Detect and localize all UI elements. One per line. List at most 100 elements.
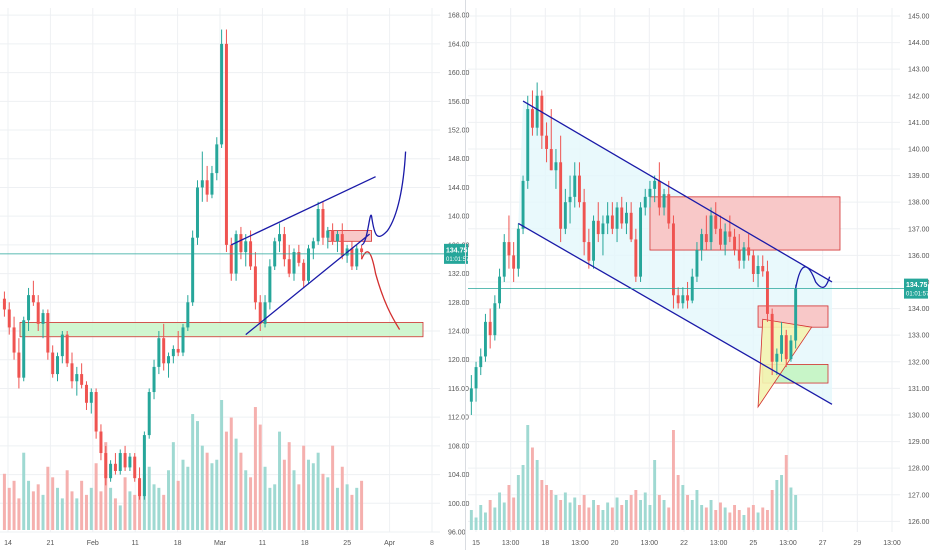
candle-body bbox=[12, 327, 16, 353]
candle-body bbox=[65, 334, 69, 364]
candle-body bbox=[596, 220, 600, 235]
volume-bar bbox=[512, 497, 516, 530]
volume-bar bbox=[488, 500, 492, 530]
candle-body bbox=[253, 266, 257, 303]
y-tick-label: 127.00 bbox=[908, 492, 930, 499]
candle-body bbox=[167, 356, 171, 364]
y-tick-label: 130.00 bbox=[908, 412, 930, 419]
volume-bar bbox=[331, 445, 335, 530]
volume-bar bbox=[596, 505, 600, 530]
candle-body bbox=[714, 215, 718, 229]
candle-body bbox=[606, 215, 610, 224]
candle-body bbox=[507, 242, 511, 256]
volume-bar bbox=[113, 498, 117, 530]
candle-body bbox=[70, 363, 74, 382]
volume-bar bbox=[41, 494, 45, 530]
volume-bar bbox=[56, 487, 60, 530]
candle-body bbox=[747, 247, 751, 256]
candle-body bbox=[577, 175, 581, 203]
volume-bar bbox=[167, 470, 171, 530]
y-tick-label: 160.00 bbox=[448, 70, 470, 77]
volume-bar bbox=[263, 466, 267, 530]
y-tick-label: 138.00 bbox=[908, 200, 930, 207]
volume-bar bbox=[479, 505, 483, 530]
candle-body bbox=[582, 202, 586, 243]
candle-body bbox=[756, 266, 760, 274]
candle-body bbox=[610, 215, 614, 229]
volume-bar bbox=[700, 505, 704, 530]
volume-bar bbox=[287, 442, 291, 530]
volume-bar bbox=[89, 487, 93, 530]
volume-bar bbox=[278, 431, 282, 530]
candle-body bbox=[31, 295, 35, 303]
x-tick-label: 25 bbox=[749, 540, 757, 547]
volume-bar bbox=[210, 463, 214, 530]
candle-body bbox=[751, 255, 755, 274]
y-tick-label: 140.00 bbox=[908, 146, 930, 153]
volume-bar bbox=[657, 495, 661, 530]
volume-bar bbox=[648, 505, 652, 530]
volume-bar bbox=[610, 507, 614, 530]
volume-bar bbox=[27, 480, 31, 530]
candle-body bbox=[709, 215, 713, 243]
volume-bar bbox=[507, 485, 511, 530]
left-zones bbox=[19, 230, 424, 338]
candle-body bbox=[657, 180, 661, 208]
volume-bar bbox=[306, 459, 310, 530]
last-price-label: 134.75 bbox=[446, 247, 468, 254]
candle-body bbox=[287, 259, 291, 274]
candle-body bbox=[36, 302, 40, 324]
volume-bar bbox=[123, 477, 127, 530]
candle-body bbox=[615, 207, 619, 229]
y-tick-label: 120.00 bbox=[448, 357, 470, 364]
y-tick-label: 133.00 bbox=[908, 333, 930, 340]
volume-bar bbox=[253, 407, 257, 530]
left-time-axis: 14 21 Feb 11 18 Mar 11 18 25 Apr 8 bbox=[4, 540, 434, 547]
right-zones bbox=[518, 101, 841, 409]
right-price-axis: 126.00 127.00 128.00 129.00 130.00 131.00 132.… bbox=[468, 13, 930, 526]
candle-body bbox=[162, 338, 166, 364]
candle-body bbox=[60, 334, 64, 357]
volume-bar bbox=[104, 442, 108, 530]
volume-bar bbox=[474, 517, 478, 530]
x-tick-label: 13:00 bbox=[883, 540, 901, 547]
volume-bar bbox=[220, 400, 224, 530]
candle-body bbox=[263, 302, 267, 324]
volume-bar bbox=[634, 490, 638, 530]
candle-body bbox=[521, 180, 525, 229]
volume-bar bbox=[157, 487, 161, 530]
candle-body bbox=[210, 173, 214, 195]
volume-bar bbox=[695, 490, 699, 530]
volume-bar bbox=[577, 505, 581, 530]
volume-bar bbox=[2, 473, 6, 530]
x-tick-label: Feb bbox=[87, 540, 99, 547]
candle-body bbox=[138, 478, 142, 497]
candle-body bbox=[99, 431, 103, 454]
volume-bar bbox=[12, 480, 16, 530]
candle-body bbox=[326, 230, 330, 238]
candle-body bbox=[123, 453, 127, 468]
volume-bar bbox=[162, 494, 166, 530]
volume-bar bbox=[718, 502, 722, 530]
volume-bar bbox=[573, 497, 577, 530]
y-tick-label: 134.00 bbox=[908, 306, 930, 313]
y-tick-label: 144.00 bbox=[908, 40, 930, 47]
volume-bar bbox=[582, 495, 586, 530]
volume-bar bbox=[794, 495, 798, 530]
volume-bar bbox=[360, 480, 364, 530]
volume-bar bbox=[297, 484, 301, 530]
volume-bar bbox=[244, 470, 248, 530]
x-tick-label: 14 bbox=[4, 540, 12, 547]
candle-body bbox=[133, 456, 137, 479]
candle-body bbox=[84, 384, 88, 403]
candle-body bbox=[667, 194, 671, 224]
candle-body bbox=[765, 271, 769, 314]
volume-bar bbox=[770, 490, 774, 530]
volume-bar bbox=[229, 417, 233, 530]
volume-bar bbox=[65, 470, 69, 530]
candle-body bbox=[355, 248, 359, 267]
volume-bar bbox=[624, 500, 628, 530]
candle-body bbox=[80, 374, 84, 385]
candle-body bbox=[568, 196, 572, 203]
